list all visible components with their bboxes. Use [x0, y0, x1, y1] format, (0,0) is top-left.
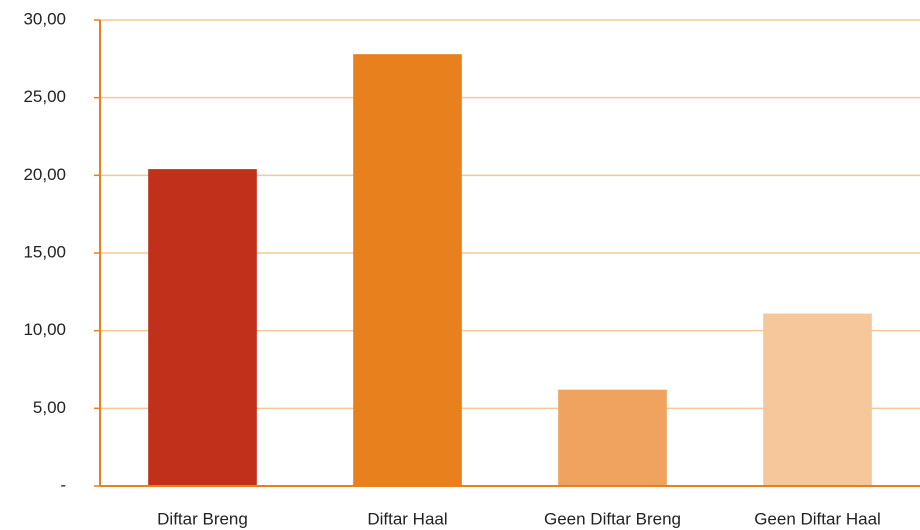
y-tick-label: 25,00: [23, 87, 66, 106]
bar: [353, 54, 462, 486]
y-tick-label: 20,00: [23, 165, 66, 184]
x-tick-label: Diftar Haal: [367, 509, 447, 528]
y-tick-label: -: [60, 475, 66, 494]
y-tick-label: 10,00: [23, 320, 66, 339]
y-tick-label: 15,00: [23, 242, 66, 261]
bar: [148, 169, 257, 486]
x-tick-label: Geen Diftar Breng: [544, 509, 681, 528]
y-tick-label: 5,00: [33, 398, 66, 417]
x-tick-label: Diftar Breng: [157, 509, 248, 528]
bar: [558, 389, 667, 486]
y-tick-label: 30,00: [23, 9, 66, 28]
bar: [763, 313, 872, 486]
x-tick-label: Geen Diftar Haal: [754, 509, 881, 528]
